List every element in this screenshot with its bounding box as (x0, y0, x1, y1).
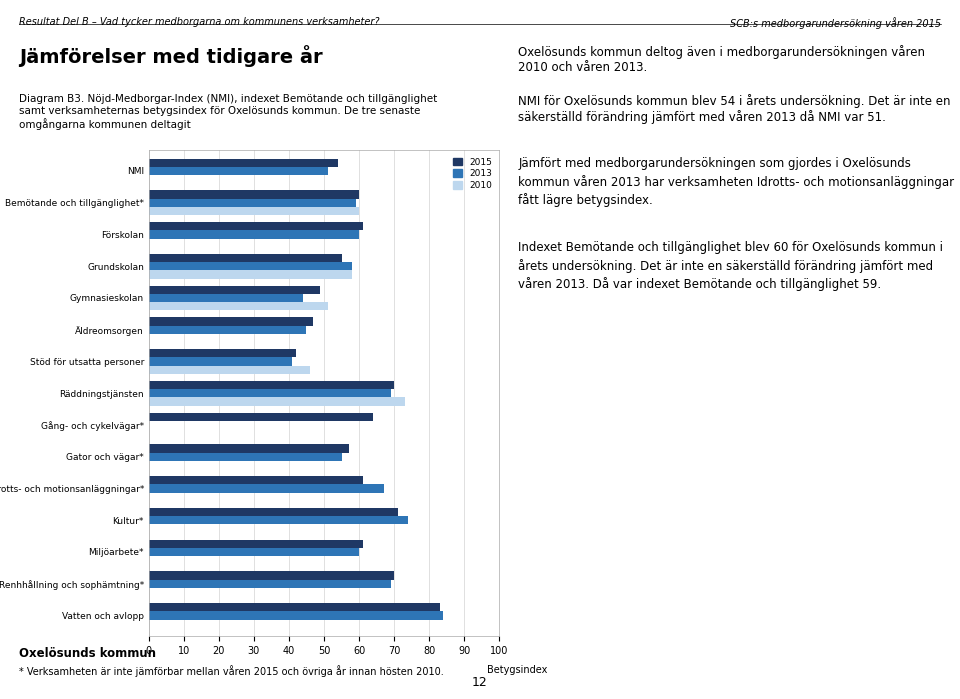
Bar (149, 326, 306, 334)
Text: SCB:s medborgarundersökning våren 2015: SCB:s medborgarundersökning våren 2015 (730, 17, 941, 29)
Text: Diagram B3. Nöjd-Medborgar-Index (NMI), indexet Bemötande och tillgänglighet
sam: Diagram B3. Nöjd-Medborgar-Index (NMI), … (19, 94, 438, 130)
Bar (149, 603, 440, 612)
Bar (149, 199, 355, 207)
Bar (149, 507, 397, 516)
Text: * Verksamheten är inte jämförbar mellan våren 2015 och övriga år innan hösten 20: * Verksamheten är inte jämförbar mellan … (19, 665, 444, 677)
Bar (149, 366, 310, 374)
Bar (149, 397, 404, 405)
Bar (149, 548, 359, 556)
Text: 12: 12 (472, 675, 488, 689)
Bar (149, 294, 303, 302)
Text: Jämfört med medborgarundersökningen som gjordes i Oxelösunds
kommun våren 2013 h: Jämfört med medborgarundersökningen som … (518, 157, 954, 207)
Bar (149, 357, 293, 366)
Bar (149, 516, 408, 524)
Bar (149, 412, 373, 421)
Text: Resultat Del B – Vad tycker medborgarna om kommunens verksamheter?: Resultat Del B – Vad tycker medborgarna … (19, 17, 380, 27)
Text: Oxelösunds kommun deltog även i medborgarundersökningen våren
2010 och våren 201: Oxelösunds kommun deltog även i medborga… (518, 45, 925, 74)
Bar (149, 389, 391, 397)
Bar (149, 159, 338, 167)
Bar (149, 167, 327, 175)
Bar (149, 271, 352, 279)
Bar (149, 222, 363, 230)
Bar (149, 579, 391, 588)
Bar (149, 254, 342, 262)
Text: NMI för Oxelösunds kommun blev 54 i årets undersökning. Det är inte en
säkerstäl: NMI för Oxelösunds kommun blev 54 i året… (518, 94, 951, 124)
Bar (149, 230, 359, 238)
Bar (149, 317, 314, 326)
Bar (149, 612, 444, 619)
Bar (149, 484, 384, 493)
Text: Oxelösunds kommun: Oxelösunds kommun (19, 647, 156, 660)
Legend: 2015, 2013, 2010: 2015, 2013, 2010 (450, 154, 494, 193)
Bar (149, 190, 359, 199)
Bar (149, 476, 363, 484)
Bar (149, 571, 395, 579)
Text: Jämförelser med tidigare år: Jämförelser med tidigare år (19, 45, 323, 67)
Bar (149, 349, 296, 357)
Bar (149, 452, 342, 461)
Text: Indexet Bemötande och tillgänglighet blev 60 för Oxelösunds kommun i
årets under: Indexet Bemötande och tillgänglighet ble… (518, 241, 944, 291)
Bar (149, 262, 352, 271)
Bar (149, 381, 395, 389)
Bar (149, 207, 359, 215)
X-axis label: Betygsindex: Betygsindex (487, 665, 547, 675)
Bar (149, 302, 327, 310)
Bar (149, 286, 321, 294)
Bar (149, 445, 348, 452)
Bar (149, 540, 363, 548)
